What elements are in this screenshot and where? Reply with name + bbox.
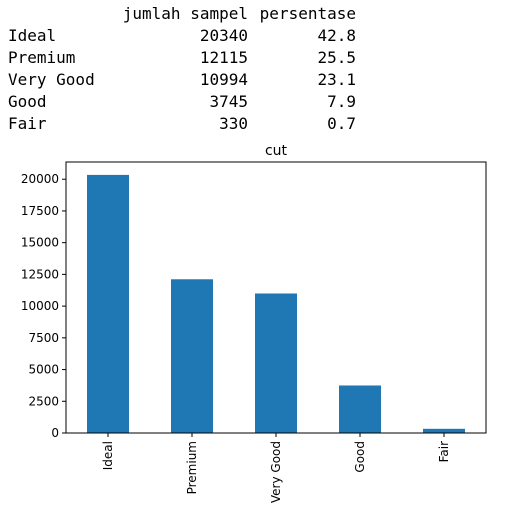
y-tick-label: 15000 [21,236,59,250]
cell-jumlah-sampel: 10994 [199,70,248,89]
table-row: Premium 12115 25.5 [8,47,356,69]
cell-persentase: 0.7 [327,114,356,133]
plot-frame [65,161,487,434]
row-index-label: Premium [8,48,76,67]
x-tick-label: Ideal [101,441,115,470]
table-row: Very Good 10994 23.1 [8,69,356,91]
table-row: Fair 330 0.7 [8,113,356,135]
cell-jumlah-sampel: 330 [219,114,248,133]
x-axis: Ideal Premium Very Good Good Fair [101,433,451,503]
y-tick-label: 12500 [21,267,59,281]
bar-fair [423,428,465,433]
bar-premium [171,279,213,433]
y-tick-label: 2500 [28,394,59,408]
cell-jumlah-sampel: 3745 [209,92,248,111]
y-axis: 0 2500 5000 7500 10000 12500 15000 17500 20000 [21,172,66,440]
x-tick-label: Good [353,441,367,473]
cell-persentase: 42.8 [317,26,356,45]
column-header-jumlah-sampel: jumlah sampel [122,4,248,23]
bar-good [339,385,381,433]
chart-title: cut [265,143,288,159]
table-header-row: jumlah sampel persentase [8,3,356,25]
y-tick-label: 7500 [28,331,59,345]
y-tick-label: 5000 [28,363,59,377]
cell-jumlah-sampel: 12115 [199,48,248,67]
table-index-header [8,3,108,25]
bar-very-good [255,293,297,433]
cell-persentase: 23.1 [317,70,356,89]
row-index-label: Good [8,92,47,111]
table-row: Ideal 20340 42.8 [8,25,356,47]
cell-jumlah-sampel: 20340 [199,26,248,45]
table-row: Good 3745 7.9 [8,91,356,113]
x-tick-label: Fair [437,441,451,462]
row-index-label: Very Good [8,70,95,89]
cell-persentase: 25.5 [317,48,356,67]
bar-chart: cut 0 2500 5000 7500 10000 12500 15000 17500 200… [21,143,487,503]
cell-persentase: 7.9 [327,92,356,111]
y-tick-label: 17500 [21,204,59,218]
bar-ideal [87,174,129,433]
y-tick-label: 20000 [21,172,59,186]
x-tick-label: Very Good [269,441,283,503]
y-tick-label: 10000 [21,299,59,313]
bars-group [87,174,465,433]
y-tick-label: 0 [51,426,59,440]
dataframe-table: jumlah sampel persentase Ideal 20340 42.… [8,3,356,135]
row-index-label: Ideal [8,26,57,45]
row-index-label: Fair [8,114,47,133]
column-header-persentase: persentase [259,4,356,23]
x-tick-label: Premium [185,441,199,494]
